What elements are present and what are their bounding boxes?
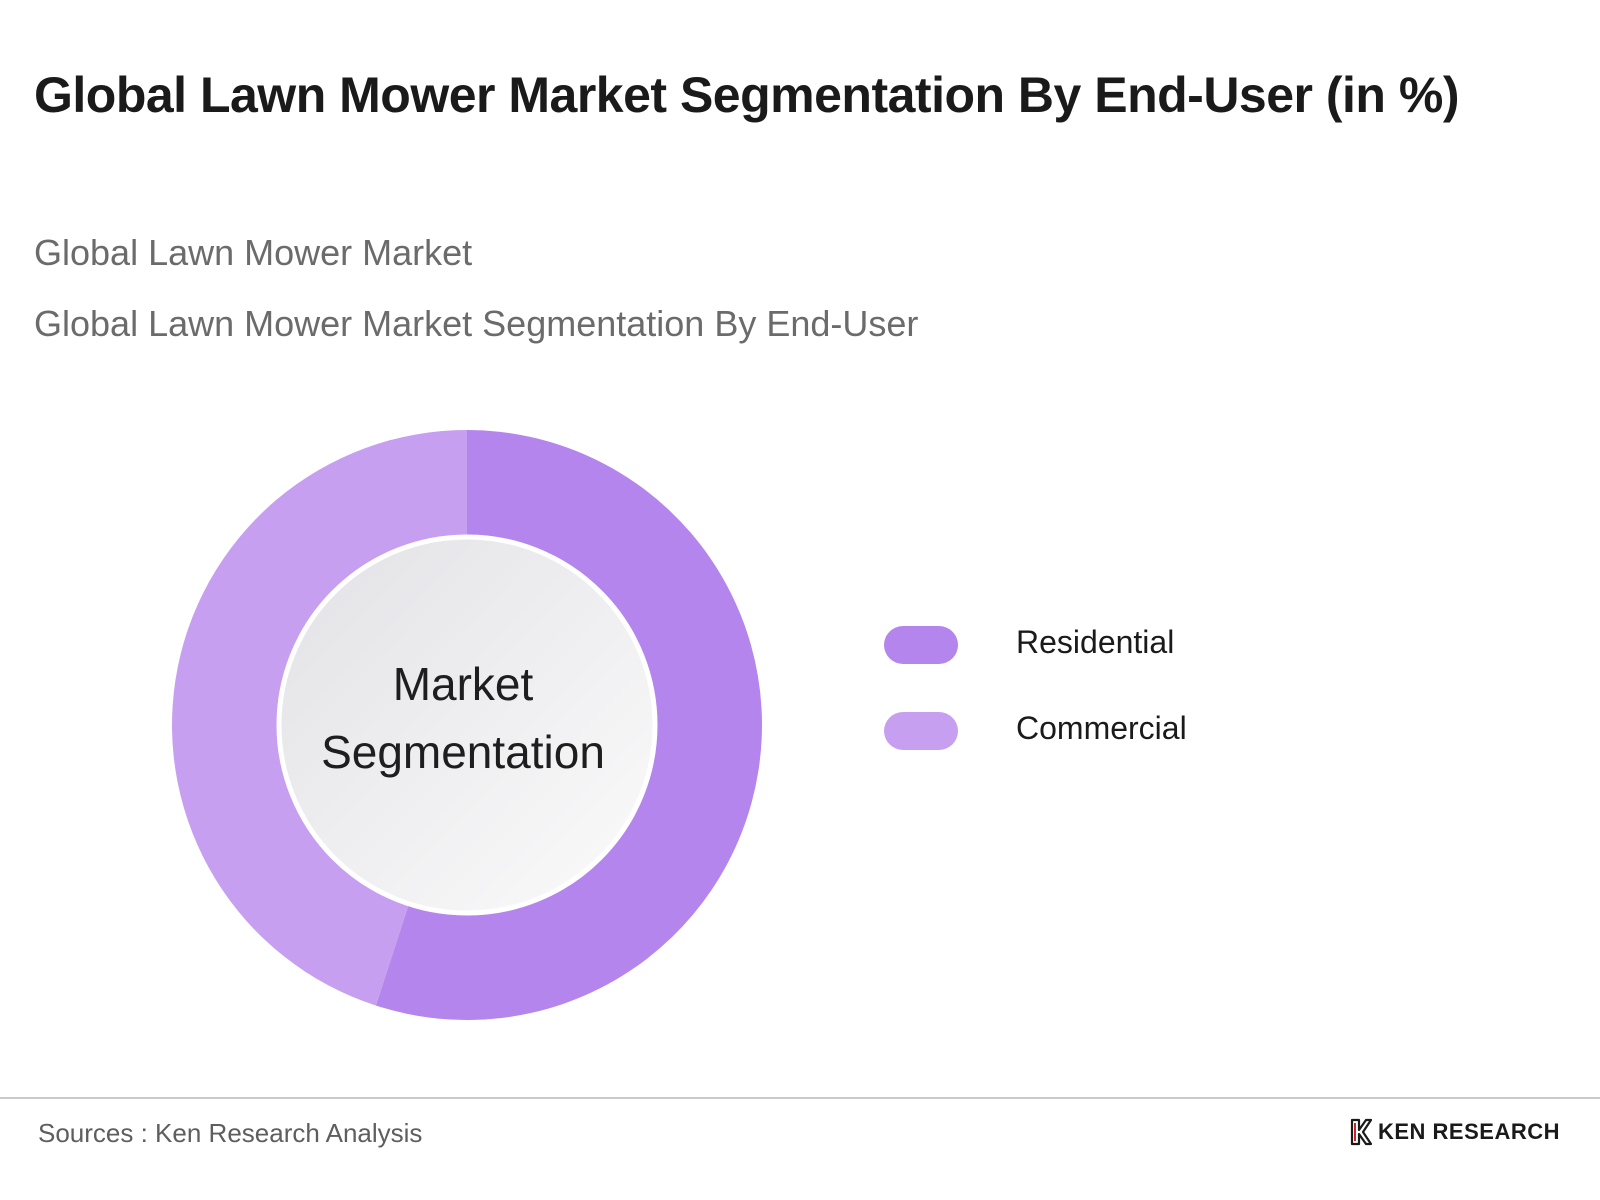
center-label-line-2: Segmentation	[321, 726, 605, 778]
legend-swatch-commercial	[884, 712, 958, 750]
donut-center-disc	[276, 534, 658, 916]
chart-subtitle-market: Global Lawn Mower Market	[34, 232, 473, 273]
source-note: Sources : Ken Research Analysis	[38, 1118, 423, 1148]
brand-logo: KEN RESEARCH	[1350, 1118, 1560, 1146]
ken-research-logo-icon	[1350, 1118, 1372, 1146]
donut-center-label: Market Segmentation	[278, 650, 648, 786]
center-label-line-1: Market	[392, 658, 534, 710]
chart-subtitle-segmentation: Global Lawn Mower Market Segmentation By…	[34, 303, 919, 344]
chart-title: Global Lawn Mower Market Segmentation By…	[34, 67, 1459, 123]
footer-divider	[0, 1097, 1600, 1099]
legend-swatch-residential	[884, 626, 958, 664]
legend-label-residential: Residential	[1016, 624, 1175, 660]
legend-label-commercial: Commercial	[1016, 710, 1187, 746]
brand-name: KEN RESEARCH	[1377, 1119, 1560, 1144]
